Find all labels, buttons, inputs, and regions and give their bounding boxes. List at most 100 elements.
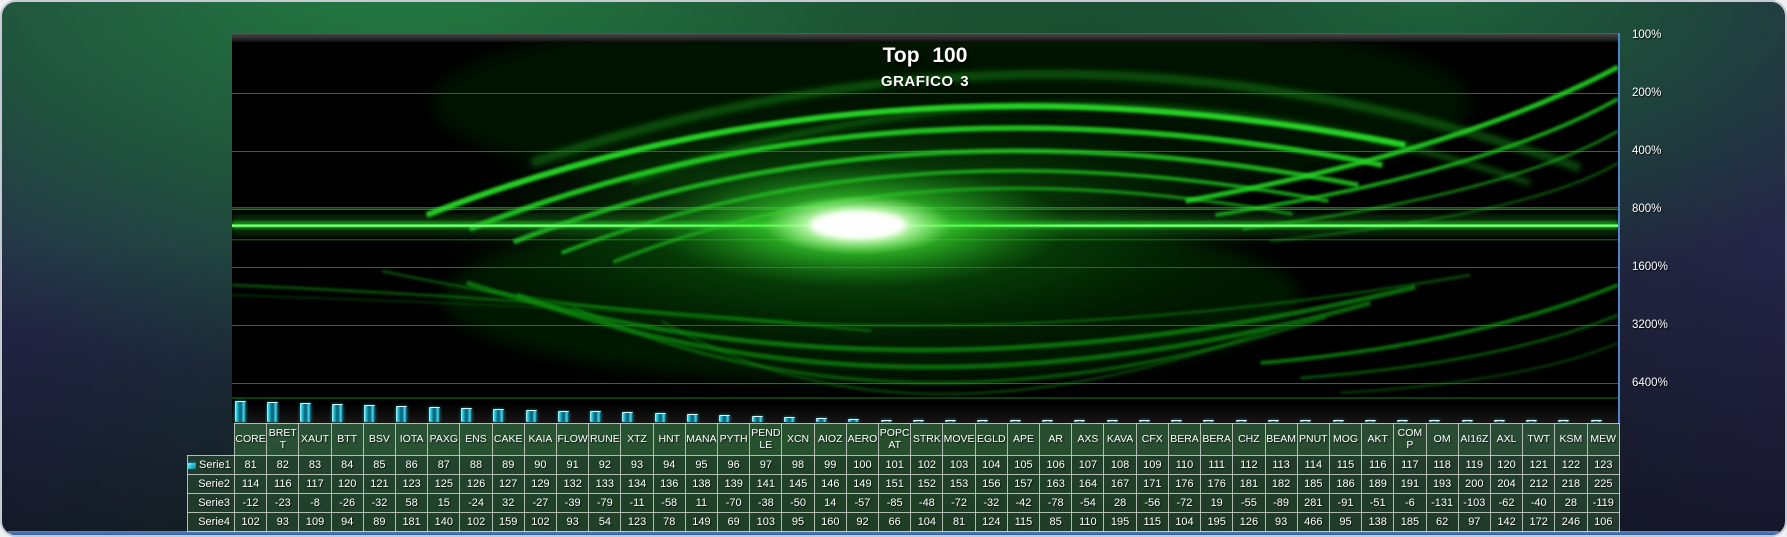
value-cell: 11 — [684, 493, 719, 513]
data-bar[interactable] — [364, 404, 376, 422]
data-bar[interactable] — [1461, 420, 1473, 422]
value-cell: 138 — [684, 474, 719, 494]
data-bar[interactable] — [1042, 420, 1053, 422]
value-cell: 97 — [1457, 512, 1491, 532]
data-bar[interactable] — [1364, 420, 1376, 422]
data-bar[interactable] — [1203, 420, 1215, 422]
data-bar[interactable] — [428, 406, 440, 422]
data-bar[interactable] — [1332, 420, 1344, 422]
data-bar[interactable] — [1590, 420, 1602, 422]
value-cell: -6 — [1393, 493, 1427, 513]
data-bar[interactable] — [686, 414, 698, 422]
value-cell: 142 — [1489, 512, 1524, 532]
data-bar[interactable] — [461, 407, 472, 422]
category-header-cell: AXS — [1071, 423, 1105, 456]
data-bar[interactable] — [1074, 420, 1086, 422]
category-header-cell: BSV — [362, 423, 397, 456]
data-bar[interactable] — [493, 408, 505, 422]
data-bar[interactable] — [751, 416, 763, 422]
value-cell: 94 — [652, 455, 686, 475]
data-bar[interactable] — [1235, 420, 1247, 422]
data-bar[interactable] — [1397, 420, 1408, 422]
value-cell: 112 — [1232, 455, 1266, 475]
value-cell: 126 — [459, 474, 493, 494]
data-bar[interactable] — [525, 409, 537, 422]
value-cell: 153 — [942, 474, 976, 494]
data-bar[interactable] — [1526, 420, 1538, 422]
table-row: Serie3 -12 -23 -8 -26 -32 58 15 -24 32 -27 -39 -79 -1… — [187, 493, 1621, 513]
data-bar[interactable] — [590, 411, 602, 422]
value-cell: 66 — [878, 512, 912, 532]
category-header-cell: BTT — [330, 423, 364, 456]
category-header-cell: CAKE — [491, 423, 525, 456]
data-bar[interactable] — [848, 419, 860, 422]
axis-tick-label: 6400% — [1632, 377, 1668, 389]
value-cell: 62 — [1425, 512, 1459, 532]
data-bar[interactable] — [783, 417, 795, 422]
value-cell: 104 — [910, 512, 944, 532]
value-cell: 84 — [330, 455, 364, 475]
value-cell: 86 — [395, 455, 429, 475]
data-bar[interactable] — [1106, 420, 1118, 422]
value-cell: -131 — [1425, 493, 1459, 513]
value-cell: 109 — [298, 512, 332, 532]
category-header-cell: XTZ — [620, 423, 654, 456]
value-cell: 124 — [974, 512, 1008, 532]
value-cell: 149 — [845, 474, 880, 494]
data-bar[interactable] — [1267, 420, 1279, 422]
category-header-cell: AKT — [1361, 423, 1395, 456]
value-cell: 172 — [1522, 512, 1556, 532]
table-row: Serie4 102 93 109 94 89 181 140 102 159 102 93 54 123… — [187, 512, 1621, 532]
value-cell: 139 — [717, 474, 751, 494]
data-bar[interactable] — [912, 420, 924, 422]
data-bar[interactable] — [816, 418, 827, 422]
category-header-cell: FLOW — [556, 423, 590, 456]
data-bar[interactable] — [719, 415, 731, 422]
value-cell: 99 — [813, 455, 847, 475]
window-bottom-accent — [8, 531, 1779, 535]
value-cell: 120 — [330, 474, 364, 494]
value-cell: 89 — [362, 512, 397, 532]
value-cell: 14 — [813, 493, 847, 513]
data-bar[interactable] — [1493, 420, 1505, 422]
data-bar[interactable] — [1429, 420, 1441, 422]
value-cell: -27 — [523, 493, 558, 513]
data-bar[interactable] — [557, 410, 569, 422]
value-cell: 93 — [1264, 512, 1298, 532]
value-cell: 28 — [1554, 493, 1588, 513]
value-cell: 152 — [910, 474, 944, 494]
data-bar[interactable] — [1171, 420, 1183, 422]
data-bar[interactable] — [654, 413, 666, 422]
data-bar[interactable] — [977, 420, 989, 422]
plot-area[interactable]: Top 100 GRAFICO 3 — [232, 33, 1620, 423]
value-cell: 78 — [652, 512, 686, 532]
data-bar[interactable] — [299, 402, 311, 422]
value-cell: -57 — [845, 493, 880, 513]
value-cell: 85 — [1039, 512, 1073, 532]
data-bar[interactable] — [1138, 420, 1150, 422]
value-cell: 94 — [330, 512, 364, 532]
value-cell: 126 — [1232, 512, 1266, 532]
value-cell: 110 — [1071, 512, 1105, 532]
data-bar[interactable] — [622, 412, 634, 422]
value-cell: 195 — [1200, 512, 1234, 532]
value-cell: -72 — [942, 493, 976, 513]
value-cell: 102 — [233, 512, 268, 532]
data-bar[interactable] — [880, 420, 892, 422]
data-bar[interactable] — [1009, 420, 1021, 422]
data-bar[interactable] — [331, 403, 343, 422]
value-cell: 114 — [233, 474, 268, 494]
value-cell: 123 — [395, 474, 429, 494]
data-bar[interactable] — [1558, 420, 1570, 422]
value-cell: 101 — [878, 455, 912, 475]
data-bar[interactable] — [1300, 420, 1312, 422]
data-bar[interactable] — [396, 405, 408, 422]
data-bar[interactable] — [267, 401, 279, 422]
data-bar[interactable] — [945, 420, 957, 422]
value-cell: 113 — [1264, 455, 1298, 475]
value-cell: -51 — [1361, 493, 1395, 513]
category-header-cell: XCN — [781, 423, 815, 456]
data-table[interactable]: CORE BRETT XAUT BTT BSV IOTA PAXG ENS CAKE KAIA FL… — [187, 423, 1621, 532]
category-header-cell: AR — [1039, 423, 1073, 456]
data-bar[interactable] — [235, 401, 246, 422]
